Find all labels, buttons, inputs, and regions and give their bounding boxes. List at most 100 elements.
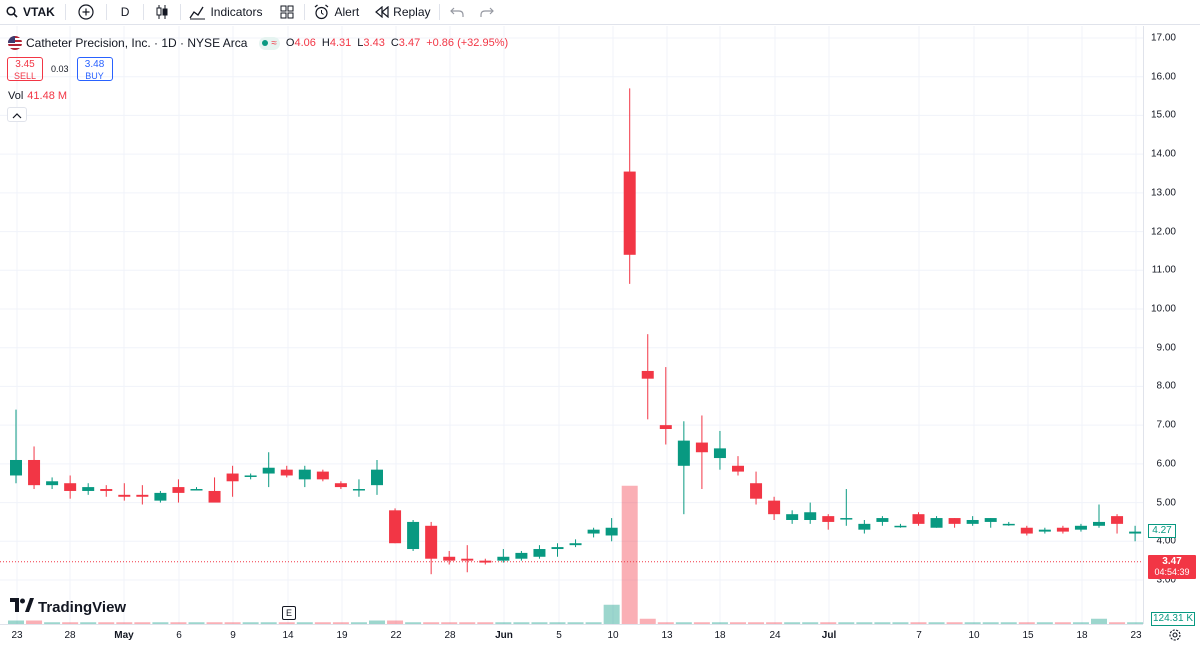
candle (569, 539, 582, 548)
price-chart[interactable] (0, 26, 1143, 624)
chart-type-button[interactable] (144, 0, 180, 25)
candle-body (677, 440, 690, 466)
candle-body (1093, 521, 1105, 526)
sell-button[interactable]: 3.45 SELL (7, 57, 43, 81)
last-price: 3.47 (1162, 556, 1182, 567)
tradingview-logo[interactable]: TradingView (10, 598, 126, 617)
bar-countdown: 04:54:39 (1154, 567, 1190, 577)
volume-bar (116, 622, 133, 624)
earnings-marker[interactable]: E (282, 606, 296, 620)
candle-body (768, 500, 781, 515)
candle-body (822, 516, 835, 522)
volume-bar (405, 622, 422, 624)
rewind-icon (375, 6, 389, 18)
volume-bar (242, 622, 259, 624)
candle (262, 452, 275, 488)
candle-body (984, 518, 997, 522)
candle-body (479, 560, 492, 563)
candle (1038, 527, 1051, 534)
ohlc-change: +0.86 (+32.95%) (426, 37, 509, 49)
candle (786, 510, 799, 524)
candle (244, 473, 257, 480)
time-tick-label: 14 (282, 630, 294, 641)
candle-body (389, 510, 402, 544)
interval-button[interactable]: D (120, 5, 130, 19)
volume-legend[interactable]: Vol 41.48 M (8, 90, 67, 102)
search-icon (6, 6, 18, 18)
undo-button[interactable] (440, 0, 474, 25)
volume-bar (856, 622, 873, 624)
candle-body (154, 492, 167, 501)
divider (143, 4, 145, 20)
time-axis[interactable]: 23 28 May 6 9 14 19 22 28 Jun 5 10 13 18 24 Jul 7 10 15 18 2… (0, 624, 1143, 645)
candle-body (407, 521, 420, 550)
chevron-up-icon (12, 106, 22, 124)
us-flag-icon (8, 36, 22, 50)
candle-body (732, 465, 744, 472)
buy-button[interactable]: 3.48 BUY (76, 57, 113, 81)
volume-bar (62, 622, 79, 624)
volume-bar (278, 622, 295, 624)
candle-body (948, 518, 961, 524)
price-tick-label: 9.00 (1156, 342, 1176, 354)
divider (304, 4, 306, 20)
market-status[interactable]: ≈ (259, 36, 280, 50)
divider (105, 4, 107, 20)
volume-bars (8, 485, 1143, 624)
price-tick-label: 16.00 (1150, 71, 1176, 83)
candle-body (1111, 516, 1124, 524)
collapse-legend-button[interactable] (7, 107, 27, 122)
candle (1129, 525, 1142, 542)
candle-body (894, 525, 907, 528)
volume-bar (44, 622, 61, 624)
symbol-title[interactable]: Catheter Precision, Inc. · 1D · NYSE Arc… (26, 36, 248, 50)
gear-icon (1168, 629, 1182, 645)
price-tick-label: 14.00 (1150, 148, 1176, 160)
redo-button[interactable] (474, 0, 500, 25)
volume-bar (766, 622, 783, 624)
volume-bar (513, 622, 530, 624)
time-tick-label: 10 (607, 630, 619, 641)
candle-body (226, 473, 239, 482)
tradingview-mark-icon (10, 598, 34, 617)
candle (840, 489, 853, 526)
replay-button[interactable]: Replay (367, 0, 438, 25)
chart-settings-button[interactable] (1168, 628, 1182, 645)
candle-body (1038, 529, 1051, 532)
candle-body (605, 527, 618, 536)
candle (623, 88, 636, 284)
time-tick-label: 10 (968, 630, 980, 641)
candle (912, 512, 925, 526)
candle (64, 475, 77, 499)
candle-body (786, 514, 799, 520)
time-tick-label: 7 (916, 630, 922, 641)
candle (1093, 504, 1105, 528)
compare-symbol-button[interactable] (66, 0, 106, 25)
candle-body (10, 459, 22, 476)
volume-bar (1127, 622, 1143, 624)
candle (587, 527, 600, 538)
indicators-button[interactable]: Indicators (181, 0, 270, 25)
candle (461, 545, 474, 573)
symbol-search[interactable]: VTAK (0, 0, 65, 25)
candle-body (1056, 527, 1069, 532)
price-tick-label: 11.00 (1151, 264, 1176, 276)
trade-buttons: 3.45 SELL 0.03 3.48 BUY (7, 57, 113, 81)
candle (280, 465, 293, 478)
layouts-button[interactable] (270, 0, 304, 25)
ma-value-tag: 4.27 (1148, 524, 1176, 538)
candle (695, 415, 708, 490)
volume-bar (80, 622, 97, 624)
volume-label: Vol (8, 90, 24, 102)
candle (497, 549, 510, 563)
price-tick-label: 5.00 (1156, 497, 1176, 509)
alert-button[interactable]: Alert (305, 0, 367, 25)
last-price-tag: 3.47 04:54:39 (1148, 555, 1196, 579)
candle (190, 487, 203, 491)
candle-body (912, 514, 925, 524)
price-axis[interactable]: 17.00 16.00 15.00 14.00 13.00 12.00 11.00 10.00… (1143, 26, 1200, 624)
price-tick-label: 7.00 (1156, 419, 1176, 431)
candle-body (136, 494, 149, 497)
candle (1074, 523, 1087, 532)
candle (371, 459, 383, 495)
